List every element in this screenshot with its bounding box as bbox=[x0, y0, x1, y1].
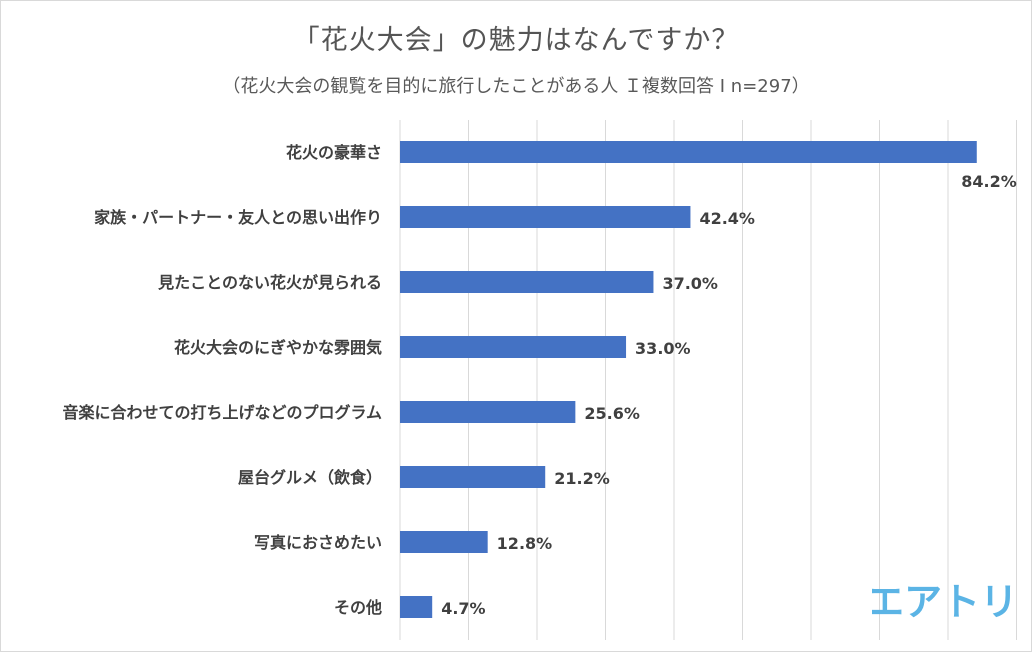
value-labels: 84.2% 42.4% 37.0% 33.0% 25.6% 21.2% 12.8% 4.7% bbox=[441, 172, 1017, 618]
category-label: 花火の豪華さ bbox=[286, 143, 382, 162]
category-labels: 花火の豪華さ家族・パートナー・友人との思い出作り見たことのない花火が見られる花火… bbox=[62, 143, 382, 617]
bar bbox=[400, 141, 977, 163]
bars bbox=[400, 141, 977, 618]
bar bbox=[400, 206, 691, 228]
category-label: 音楽に合わせての打ち上げなどのプログラム bbox=[62, 403, 382, 422]
category-label: 屋台グルメ（飲食） bbox=[238, 468, 382, 487]
bar bbox=[400, 466, 546, 488]
logo-text: エアトリ bbox=[872, 580, 1012, 624]
value-label: 4.7% bbox=[441, 599, 485, 618]
value-label: 84.2% bbox=[961, 172, 1017, 191]
bar bbox=[400, 596, 433, 618]
category-label: その他 bbox=[334, 598, 382, 617]
chart-title: 「花火大会」の魅力はなんですか？ bbox=[292, 25, 740, 56]
value-label: 21.2% bbox=[554, 469, 610, 488]
value-label: 12.8% bbox=[497, 534, 553, 553]
category-label: 花火大会のにぎやかな雰囲気 bbox=[174, 338, 382, 357]
value-label: 42.4% bbox=[699, 209, 755, 228]
value-label: 25.6% bbox=[584, 404, 640, 423]
bar bbox=[400, 271, 654, 293]
value-label: 33.0% bbox=[635, 339, 691, 358]
bar bbox=[400, 531, 488, 553]
category-label: 写真におさめたい bbox=[254, 533, 382, 552]
gridlines bbox=[399, 120, 1017, 640]
chart-subtitle: （花火大会の観覧を目的に旅行したことがある人 Ｉ複数回答 I n=297） bbox=[222, 76, 810, 97]
category-label: 家族・パートナー・友人との思い出作り bbox=[94, 208, 382, 227]
value-label: 37.0% bbox=[662, 274, 718, 293]
bar bbox=[400, 336, 627, 358]
bar bbox=[400, 401, 576, 423]
category-label: 見たことのない花火が見られる bbox=[157, 273, 382, 292]
logo-icon: エアトリ bbox=[872, 580, 1012, 624]
